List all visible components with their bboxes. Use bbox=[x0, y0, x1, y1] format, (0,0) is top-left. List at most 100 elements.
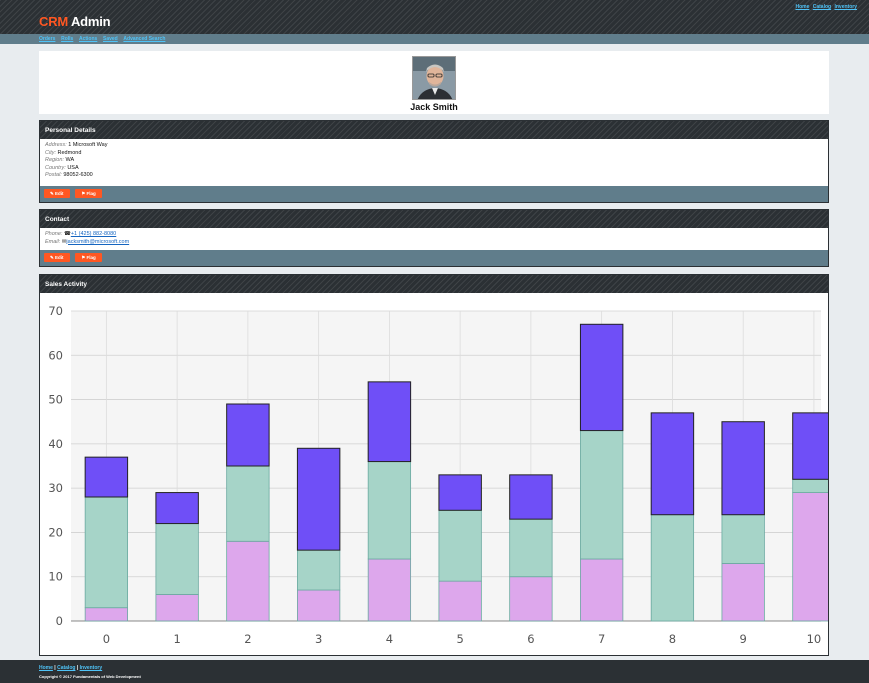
x-tick-label: 9 bbox=[740, 632, 747, 646]
bar-segment bbox=[580, 430, 624, 560]
bar-segment bbox=[367, 461, 412, 560]
y-tick-label: 50 bbox=[48, 393, 63, 407]
bar-segment bbox=[84, 496, 129, 609]
avatar-photo bbox=[413, 57, 455, 99]
footer-links: Home | Catalog | Inventory bbox=[39, 665, 103, 671]
detail-row-region: Region: WA bbox=[45, 157, 823, 165]
panel-title: Contact bbox=[40, 210, 828, 228]
flag-icon: ⚑ bbox=[81, 255, 86, 260]
contact-phone-row: Phone: ☎+1 (425) 882-8080 bbox=[45, 231, 823, 239]
contact-email-row: Email: ✉jacksmith@microsoft.com bbox=[45, 239, 823, 247]
edit-label: Edit bbox=[55, 191, 64, 196]
y-tick-label: 30 bbox=[48, 481, 63, 495]
detail-value: USA bbox=[67, 164, 79, 171]
detail-value: WA bbox=[65, 157, 75, 164]
y-tick-label: 40 bbox=[48, 437, 63, 451]
subnav-actions[interactable]: Actions bbox=[78, 36, 98, 42]
bar-segment bbox=[367, 381, 412, 463]
x-tick-label: 2 bbox=[244, 632, 251, 646]
top-link-home[interactable]: Home bbox=[795, 4, 810, 10]
bar-segment bbox=[509, 474, 553, 520]
email-link[interactable]: jacksmith@microsoft.com bbox=[66, 238, 130, 245]
flag-label: Flag bbox=[86, 255, 96, 260]
detail-row-city: City: Redmond bbox=[45, 150, 823, 158]
edit-button[interactable]: ✎ Edit bbox=[44, 189, 70, 198]
top-link-inventory[interactable]: Inventory bbox=[834, 4, 857, 10]
flag-button[interactable]: ⚑ Flag bbox=[75, 253, 102, 262]
footer-link-inventory[interactable]: Inventory bbox=[79, 665, 103, 671]
phone-link[interactable]: +1 (425) 882-8080 bbox=[70, 231, 117, 237]
x-tick-label: 8 bbox=[669, 632, 676, 646]
bar-segment bbox=[296, 447, 341, 551]
brand-logo[interactable]: CRM Admin bbox=[39, 14, 111, 29]
footer-link-catalog[interactable]: Catalog bbox=[57, 665, 76, 671]
profile-card: Jack Smith bbox=[39, 51, 829, 114]
detail-row-address: Address: 1 Microsoft Way bbox=[45, 142, 823, 150]
footer-link-home[interactable]: Home bbox=[39, 665, 53, 671]
panel-title: Personal Details bbox=[40, 121, 828, 139]
subnav-rolls[interactable]: Rolls bbox=[61, 36, 74, 42]
contact-body: Phone: ☎+1 (425) 882-8080 Email: ✉jacksm… bbox=[40, 228, 828, 249]
bar-segment bbox=[297, 589, 341, 622]
top-links: Home Catalog Inventory bbox=[793, 4, 857, 10]
edit-button[interactable]: ✎ Edit bbox=[44, 253, 70, 262]
bar-segment bbox=[297, 549, 341, 591]
bar-segment bbox=[155, 594, 199, 622]
avatar bbox=[412, 56, 456, 100]
contact-actions: ✎ Edit ⚑ Flag bbox=[40, 250, 828, 266]
x-tick-label: 1 bbox=[173, 632, 180, 646]
detail-value: Redmond bbox=[57, 149, 82, 156]
bar-segment bbox=[155, 492, 199, 525]
bar-segment bbox=[721, 563, 765, 622]
bar-segment bbox=[650, 514, 695, 622]
bar-segment bbox=[367, 558, 412, 622]
site-footer: Home | Catalog | Inventory Copyright © 2… bbox=[0, 660, 869, 683]
top-link-catalog[interactable]: Catalog bbox=[812, 4, 832, 10]
y-tick-label: 10 bbox=[48, 570, 63, 584]
flag-label: Flag bbox=[86, 191, 96, 196]
flag-icon: ⚑ bbox=[81, 191, 86, 196]
detail-label: Postal: bbox=[45, 172, 62, 179]
bar-segment bbox=[84, 456, 129, 498]
x-tick-label: 10 bbox=[807, 632, 822, 646]
phone-label: Phone: bbox=[45, 231, 63, 237]
panel-title: Sales Activity bbox=[40, 275, 828, 293]
subnav-orders[interactable]: Orders bbox=[39, 36, 56, 42]
bar-segment bbox=[438, 580, 482, 622]
bar-segment bbox=[721, 514, 765, 564]
bar-segment bbox=[509, 576, 553, 622]
bar-segment bbox=[792, 412, 828, 480]
envelope-icon: ✉ bbox=[61, 238, 67, 245]
subnav-saved[interactable]: Saved bbox=[103, 36, 118, 42]
bar-segment bbox=[438, 509, 482, 582]
y-tick-label: 70 bbox=[48, 304, 63, 318]
pencil-icon: ✎ bbox=[50, 255, 54, 260]
email-label: Email: bbox=[45, 238, 61, 245]
personal-details-panel: Personal Details Address: 1 Microsoft Wa… bbox=[39, 120, 829, 203]
detail-label: Country: bbox=[45, 164, 66, 171]
copyright: Copyright © 2017 Fundamentals of Web Dev… bbox=[39, 674, 141, 679]
site-header: Home Catalog Inventory CRM Admin bbox=[0, 0, 869, 34]
detail-row-country: Country: USA bbox=[45, 165, 823, 173]
personal-actions: ✎ Edit ⚑ Flag bbox=[40, 186, 828, 202]
bar-segment bbox=[650, 412, 695, 516]
sub-navigation: Orders Rolls Actions Saved Advanced Sear… bbox=[0, 34, 869, 44]
x-tick-label: 4 bbox=[386, 632, 393, 646]
bar-segment bbox=[792, 492, 828, 622]
bar-segment bbox=[226, 403, 270, 467]
bar-segment bbox=[438, 474, 482, 511]
subnav-advanced-search[interactable]: Advanced Search bbox=[123, 36, 166, 42]
contact-panel: Contact Phone: ☎+1 (425) 882-8080 Email:… bbox=[39, 209, 829, 267]
bar-segment bbox=[226, 465, 270, 542]
bar-segment bbox=[579, 323, 624, 432]
flag-button[interactable]: ⚑ Flag bbox=[75, 189, 102, 198]
bar-segment bbox=[721, 421, 765, 516]
sales-chart: 0 10 20 30 40 50 60 70 0 1 2 3 4 5 6 7 8 9 10 bbox=[48, 304, 828, 646]
bar-segment bbox=[580, 558, 624, 622]
pencil-icon: ✎ bbox=[50, 191, 54, 196]
x-tick-label: 7 bbox=[598, 632, 605, 646]
detail-row-postal: Postal: 98052-6300 bbox=[45, 172, 823, 180]
bar-segment bbox=[226, 540, 270, 622]
x-tick-label: 6 bbox=[527, 632, 534, 646]
sales-activity-panel: Sales Activity 0 10 20 30 40 50 60 70 0 1 2 3 4 5 6 7 8 9… bbox=[39, 274, 829, 656]
